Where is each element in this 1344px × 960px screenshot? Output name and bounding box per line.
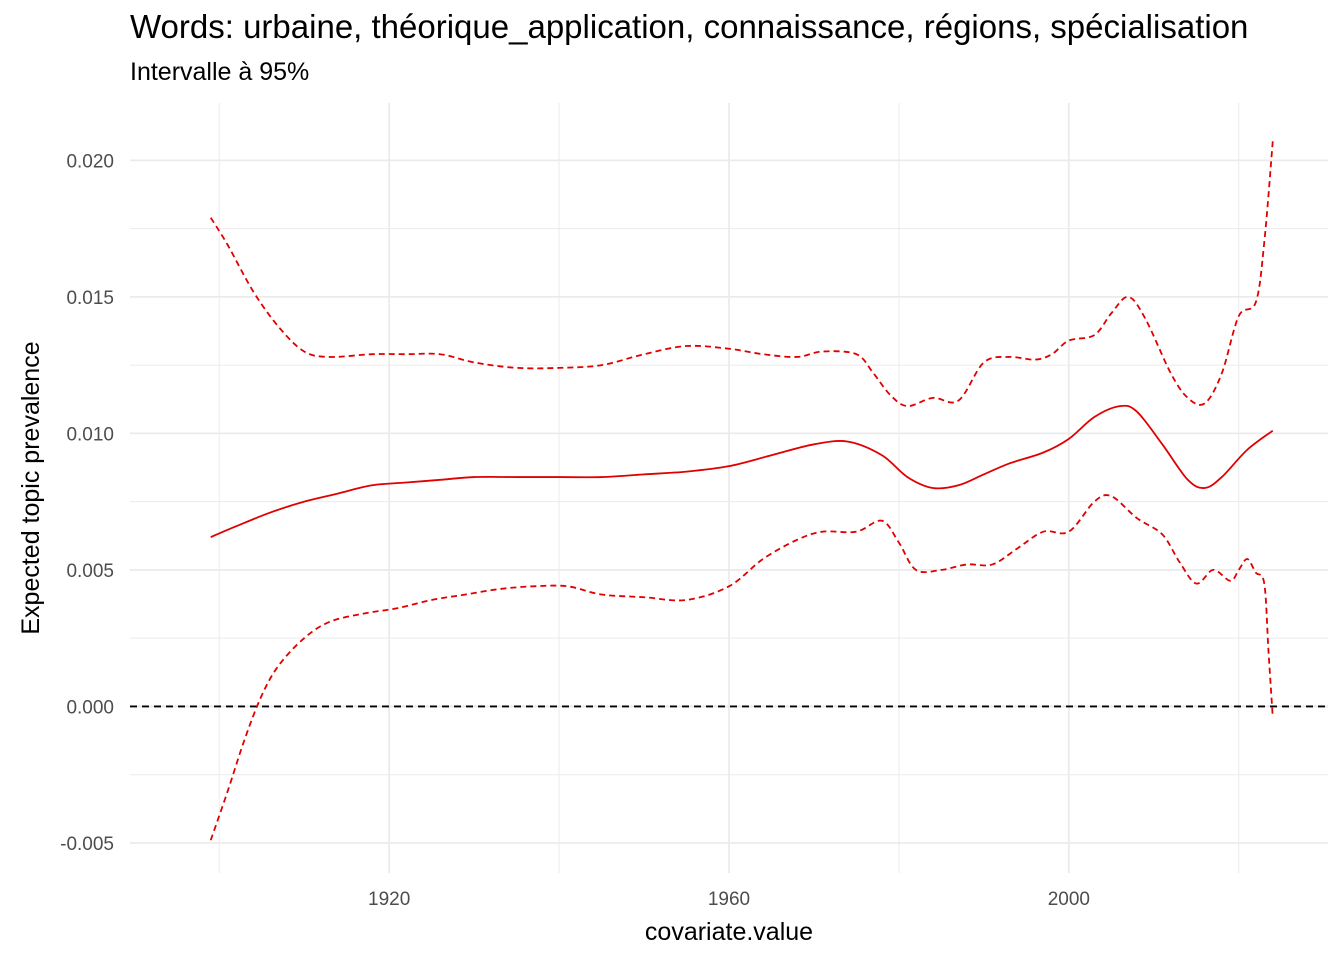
x-tick-label: 2000 xyxy=(1048,889,1090,910)
chart-subtitle: Intervalle à 95% xyxy=(130,58,310,86)
upper-95-line xyxy=(209,141,1274,407)
y-axis-title: Expected topic prevalence xyxy=(17,341,45,634)
y-tick-label: 0.020 xyxy=(66,151,114,172)
y-tick-label: 0.015 xyxy=(66,288,114,309)
y-tick-label: 0.005 xyxy=(66,561,114,582)
chart-title: Words: urbaine, théorique_application, c… xyxy=(130,8,1249,45)
major-gridlines xyxy=(130,103,1328,873)
estimate-line xyxy=(210,404,1274,538)
series-layer xyxy=(209,141,1274,841)
y-tick-label: -0.005 xyxy=(60,834,114,855)
lower-95-line xyxy=(209,494,1274,841)
x-tick-label: 1960 xyxy=(708,889,750,910)
y-tick-label: 0.010 xyxy=(66,424,114,445)
y-axis-ticks: -0.005 0.000 0.005 0.010 0.015 0.020 xyxy=(60,151,114,855)
y-tick-label: 0.000 xyxy=(66,697,114,718)
x-tick-label: 1920 xyxy=(368,889,410,910)
x-axis-title: covariate.value xyxy=(645,918,813,946)
x-axis-ticks: 1920 1960 2000 xyxy=(368,889,1090,910)
